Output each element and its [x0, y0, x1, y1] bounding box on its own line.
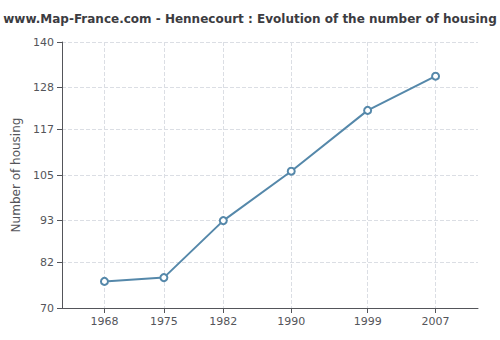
svg-text:117: 117 — [33, 123, 54, 136]
svg-text:Number of housing: Number of housing — [9, 118, 23, 233]
svg-text:70: 70 — [40, 302, 54, 315]
svg-text:www.Map-France.com - Hennecour: www.Map-France.com - Hennecourt : Evolut… — [3, 12, 497, 26]
svg-text:1982: 1982 — [209, 315, 237, 328]
svg-text:105: 105 — [33, 169, 54, 182]
svg-text:1999: 1999 — [354, 315, 382, 328]
svg-text:93: 93 — [40, 214, 54, 227]
svg-text:82: 82 — [40, 256, 54, 269]
svg-text:140: 140 — [33, 36, 54, 49]
svg-text:1975: 1975 — [150, 315, 178, 328]
svg-text:1990: 1990 — [277, 315, 305, 328]
svg-text:128: 128 — [33, 81, 54, 94]
svg-text:1968: 1968 — [90, 315, 118, 328]
svg-text:2007: 2007 — [422, 315, 450, 328]
